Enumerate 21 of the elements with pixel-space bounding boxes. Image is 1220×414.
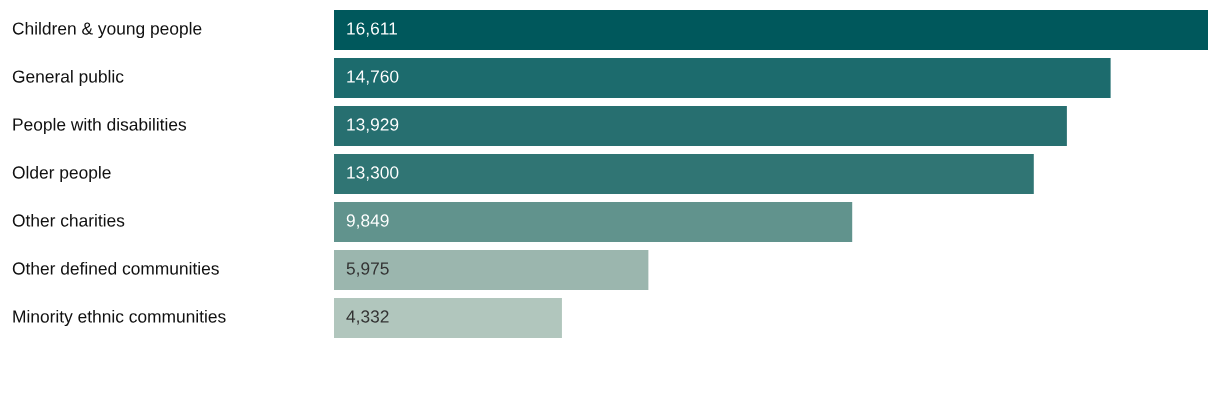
y-tick-label: People with disabilities <box>13 117 187 135</box>
data-label: 4,332 <box>346 310 389 325</box>
bar <box>334 58 1111 98</box>
data-label: 5,975 <box>346 262 389 277</box>
bar <box>334 250 649 290</box>
y-tick-label: Older people <box>12 165 111 183</box>
bar <box>334 10 1208 50</box>
y-tick-label: Other charities <box>12 213 125 227</box>
data-label: 14,760 <box>347 70 399 85</box>
bar <box>334 298 562 338</box>
y-tick-label: Minority ethnic communities <box>13 309 226 327</box>
y-tick-label: Children & young people <box>12 21 202 39</box>
bar <box>334 154 1034 194</box>
data-label: 16,611 <box>347 22 397 37</box>
data-label: 13,929 <box>347 118 399 133</box>
data-label: 13,300 <box>347 166 399 181</box>
y-tick-label: Other defined communities <box>12 261 219 275</box>
y-tick-label: General public <box>12 69 124 87</box>
bar <box>334 106 1067 146</box>
bar <box>334 202 853 242</box>
data-label: 9,849 <box>346 214 389 229</box>
